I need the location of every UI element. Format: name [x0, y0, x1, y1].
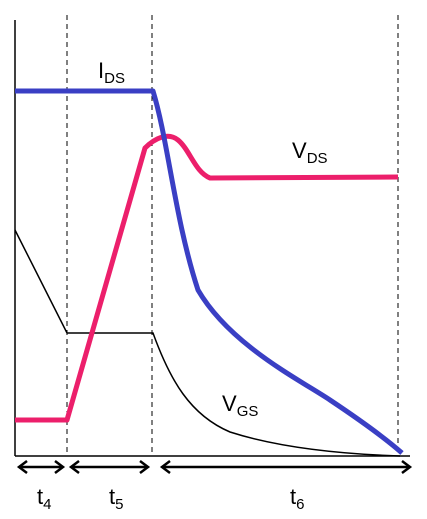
label-ids: IDS [98, 58, 125, 87]
series-vds [15, 133, 399, 423]
interval-label-t6: t6 [290, 484, 304, 513]
interval-arrow-t5 [68, 460, 151, 474]
series-vgs [14, 229, 401, 457]
label-vds: VDS [292, 138, 328, 167]
interval-label-t4: t4 [37, 484, 51, 513]
series-ids [15, 88, 404, 455]
interval-arrow-t4 [16, 460, 66, 474]
interval-label-t5: t5 [109, 484, 123, 513]
label-vgs: VGS [222, 391, 258, 420]
interval-arrow-t6 [159, 460, 413, 474]
